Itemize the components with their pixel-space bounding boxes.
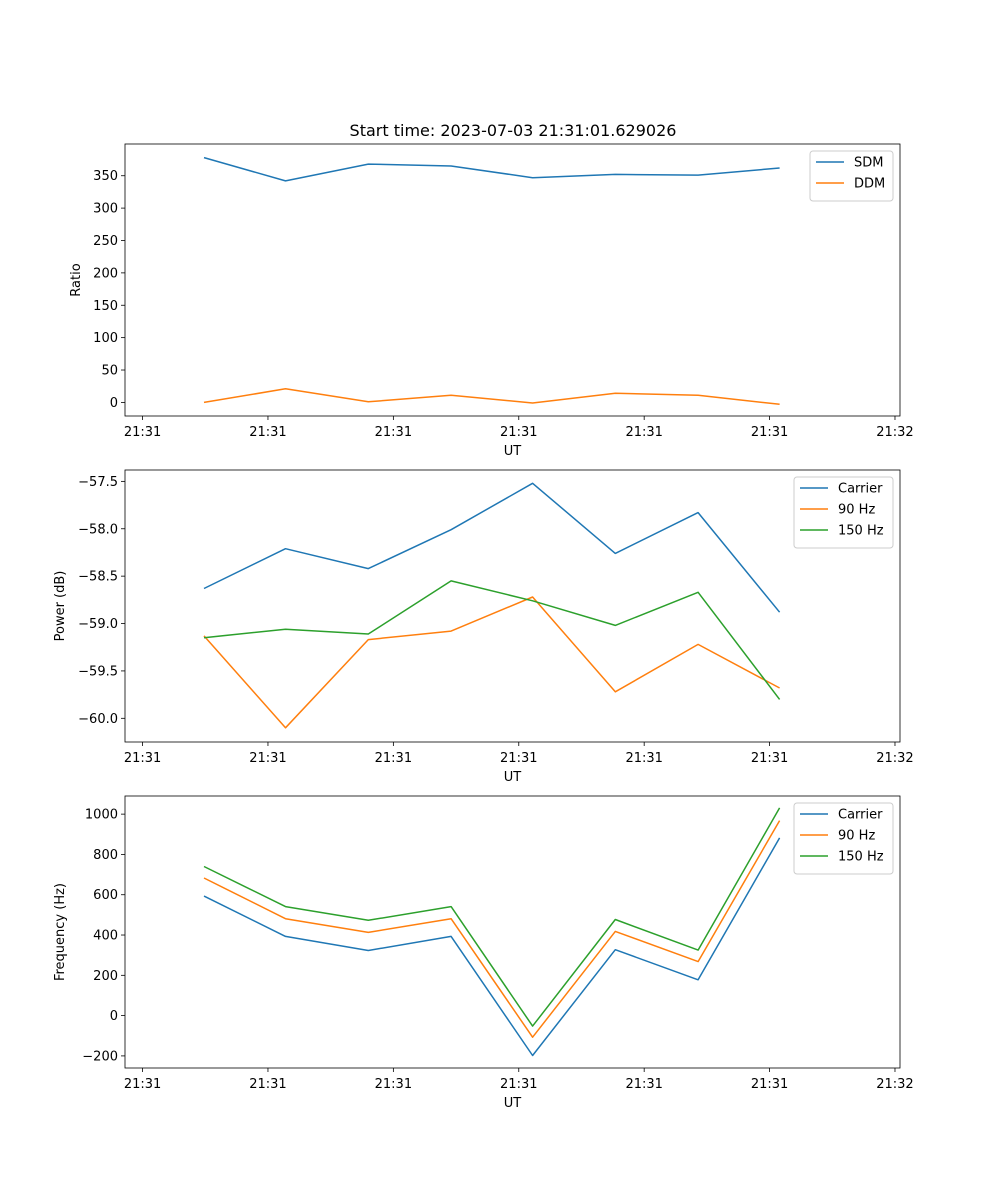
legend: Carrier 90 Hz 150 Hz — [793, 802, 894, 875]
x-tick-label: 21:31 — [124, 751, 161, 766]
x-tick-label: 21:31 — [500, 425, 537, 440]
y-tick-label: 0 — [110, 396, 118, 411]
legend: Carrier 90 Hz 150 Hz — [793, 476, 894, 549]
legend-label: 150 Hz — [838, 850, 884, 865]
y-tick-label: 800 — [93, 848, 118, 863]
x-tick-label: 21:31 — [249, 751, 286, 766]
legend-label: SDM — [854, 156, 883, 171]
y-tick-label: 200 — [93, 266, 118, 281]
y-tick-label: 600 — [93, 888, 118, 903]
y-tick-label: 1000 — [85, 808, 118, 823]
legend-box — [809, 150, 894, 202]
plots-container: 21:31 21:31 21:31 21:31 21:31 21:31 21:32 0 50 10… — [53, 143, 914, 1111]
x-tick-label: 21:31 — [751, 1077, 788, 1092]
y-tick-label: −59.5 — [78, 664, 118, 679]
x-tick-label: 21:31 — [124, 1077, 161, 1092]
subplot-2: 21:31 21:31 21:31 21:31 21:31 21:31 21:32 −60.0… — [53, 469, 914, 785]
x-tick-label: 21:31 — [625, 425, 662, 440]
legend-label: DDM — [854, 177, 885, 192]
y-tick-label: −57.5 — [78, 475, 118, 490]
subplot-1: 21:31 21:31 21:31 21:31 21:31 21:31 21:32 0 50 10… — [69, 143, 914, 459]
y-axis-label: Power (dB) — [53, 571, 68, 642]
series-line-90-hz — [203, 820, 781, 1038]
x-tick-label: 21:31 — [124, 425, 161, 440]
x-tick-label: 21:31 — [249, 1077, 286, 1092]
y-tick-label: −60.0 — [78, 712, 118, 727]
x-tick-label: 21:32 — [876, 425, 913, 440]
y-tick-label: 400 — [93, 929, 118, 944]
y-axis-label: Ratio — [69, 263, 84, 296]
series-line-carrier — [203, 837, 781, 1057]
legend-label: Carrier — [838, 808, 883, 823]
series-line-ddm — [203, 388, 780, 406]
y-tick-label: 100 — [93, 331, 118, 346]
series-line-90-hz — [203, 596, 780, 729]
y-tick-label: 300 — [93, 202, 118, 217]
x-axis-label: UT — [504, 770, 522, 785]
x-tick-label: 21:31 — [375, 425, 412, 440]
y-tick-label: 350 — [93, 169, 118, 184]
x-tick-label: 21:32 — [876, 751, 913, 766]
y-tick-label: 200 — [93, 969, 118, 984]
legend-label: 150 Hz — [838, 524, 884, 539]
y-tick-label: −200 — [82, 1049, 118, 1064]
axes-frame — [124, 469, 901, 743]
figure-title: Start time: 2023-07-03 21:31:01.629026 — [350, 121, 677, 140]
series-line-150-hz — [203, 807, 781, 1027]
y-axis-label: Frequency (Hz) — [53, 883, 68, 981]
x-tick-label: 21:31 — [500, 751, 537, 766]
series-line-sdm — [203, 156, 780, 182]
x-axis-label: UT — [504, 1096, 522, 1111]
x-tick-label: 21:32 — [876, 1077, 913, 1092]
y-tick-label: −58.0 — [78, 522, 118, 537]
legend-label: 90 Hz — [838, 829, 875, 844]
legend: SDM DDM — [809, 150, 894, 202]
y-tick-label: 150 — [93, 299, 118, 314]
x-tick-label: 21:31 — [375, 751, 412, 766]
x-tick-label: 21:31 — [625, 1077, 662, 1092]
x-tick-label: 21:31 — [249, 425, 286, 440]
x-tick-label: 21:31 — [751, 425, 788, 440]
legend-label: Carrier — [838, 482, 883, 497]
y-tick-label: 50 — [101, 364, 118, 379]
subplot-3: 21:31 21:31 21:31 21:31 21:31 21:31 21:32 −200 0… — [53, 795, 914, 1111]
axes-frame — [124, 795, 901, 1069]
series-line-carrier — [203, 482, 781, 613]
y-tick-label: 0 — [110, 1009, 118, 1024]
x-tick-label: 21:31 — [625, 751, 662, 766]
series-line-150-hz — [203, 580, 781, 700]
x-tick-label: 21:31 — [500, 1077, 537, 1092]
y-tick-label: −59.0 — [78, 617, 118, 632]
x-tick-label: 21:31 — [751, 751, 788, 766]
x-tick-label: 21:31 — [375, 1077, 412, 1092]
axes-frame — [124, 143, 901, 417]
x-axis-label: UT — [504, 444, 522, 459]
y-tick-label: −58.5 — [78, 570, 118, 585]
y-tick-label: 250 — [93, 234, 118, 249]
legend-label: 90 Hz — [838, 503, 875, 518]
